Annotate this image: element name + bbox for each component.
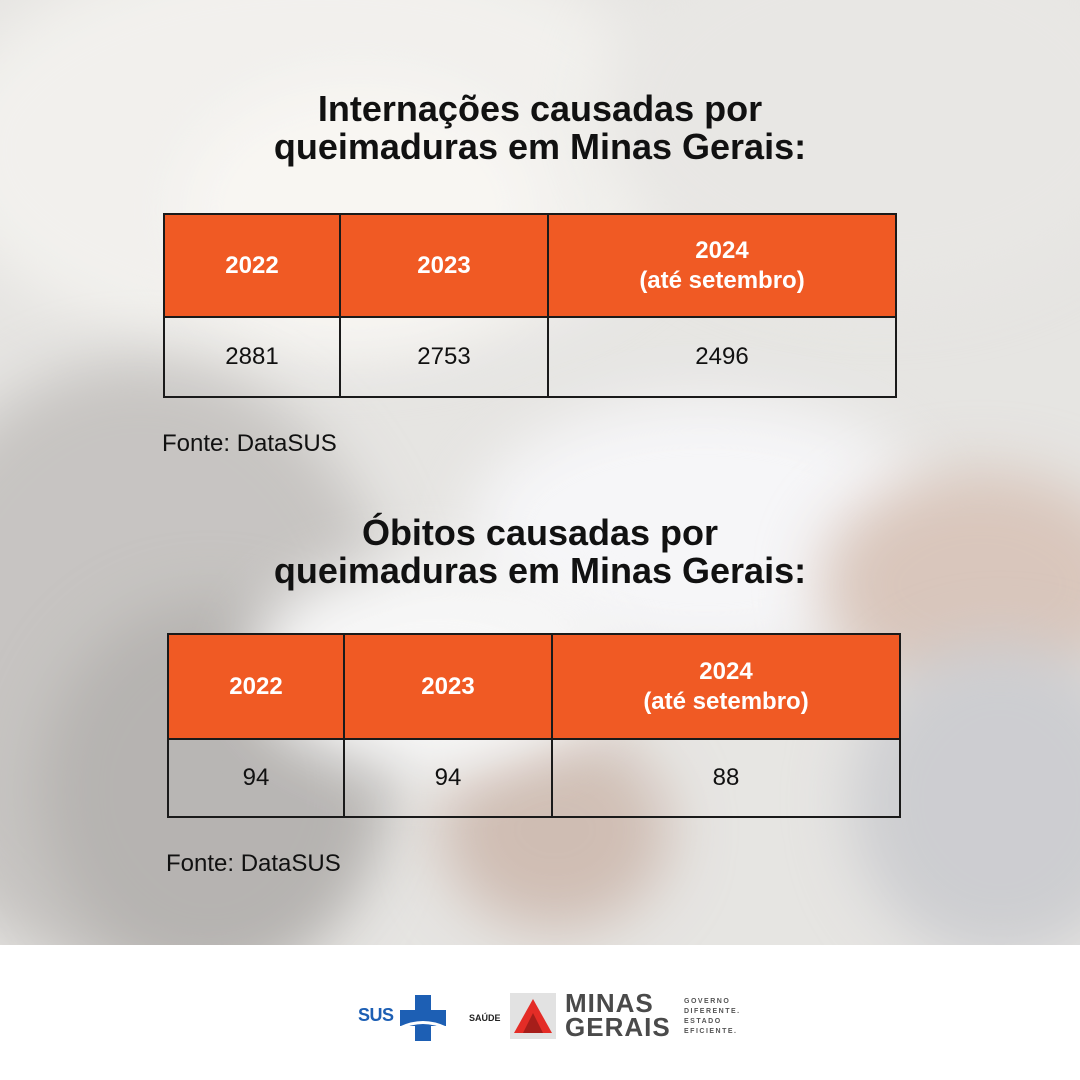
minas-gerais-wordmark: MINAS GERAIS <box>565 988 671 1042</box>
title-line: Internações causadas por <box>317 88 763 129</box>
table-cell-2022: 94 <box>167 738 345 818</box>
table-header-2022: 2022 <box>163 213 341 318</box>
table-cell-2024: 88 <box>551 738 901 818</box>
table-header-2024: 2024 (até setembro) <box>547 213 897 318</box>
title-line: queimaduras em Minas Gerais: <box>273 550 807 591</box>
table-cell-2023: 94 <box>343 738 553 818</box>
title-line: queimaduras em Minas Gerais: <box>273 126 807 167</box>
sus-cross-icon <box>400 995 446 1041</box>
table-header-2023: 2023 <box>339 213 549 318</box>
source-label: Fonte: DataSUS <box>162 430 337 457</box>
title-line: Óbitos causadas por <box>361 512 719 553</box>
table-header-2023: 2023 <box>343 633 553 740</box>
saude-label: SAÚDE <box>469 1013 501 1023</box>
table-header-2024: 2024 (até setembro) <box>551 633 901 740</box>
source-label: Fonte: DataSUS <box>166 850 341 877</box>
sus-label: SUS <box>358 1005 394 1025</box>
table-cell-2024: 2496 <box>547 316 897 398</box>
footer-logo-bar: SUS SAÚDE MINAS GERAIS GOVERNO DIFERENTE… <box>0 945 1080 1080</box>
deaths-table: 2022 2023 2024 (até setembro) 94 94 88 <box>167 633 901 818</box>
table-header-2022: 2022 <box>167 633 345 740</box>
hospitalizations-title: Internações causadas por queimaduras em … <box>0 90 1080 166</box>
deaths-title: Óbitos causadas por queimaduras em Minas… <box>0 514 1080 590</box>
hospitalizations-table: 2022 2023 2024 (até setembro) 2881 2753 … <box>163 213 897 398</box>
table-cell-2023: 2753 <box>339 316 549 398</box>
government-slogan: GOVERNO DIFERENTE. ESTADO EFICIENTE. <box>684 998 741 1035</box>
table-cell-2022: 2881 <box>163 316 341 398</box>
minas-gerais-logo-icon <box>510 993 556 1039</box>
